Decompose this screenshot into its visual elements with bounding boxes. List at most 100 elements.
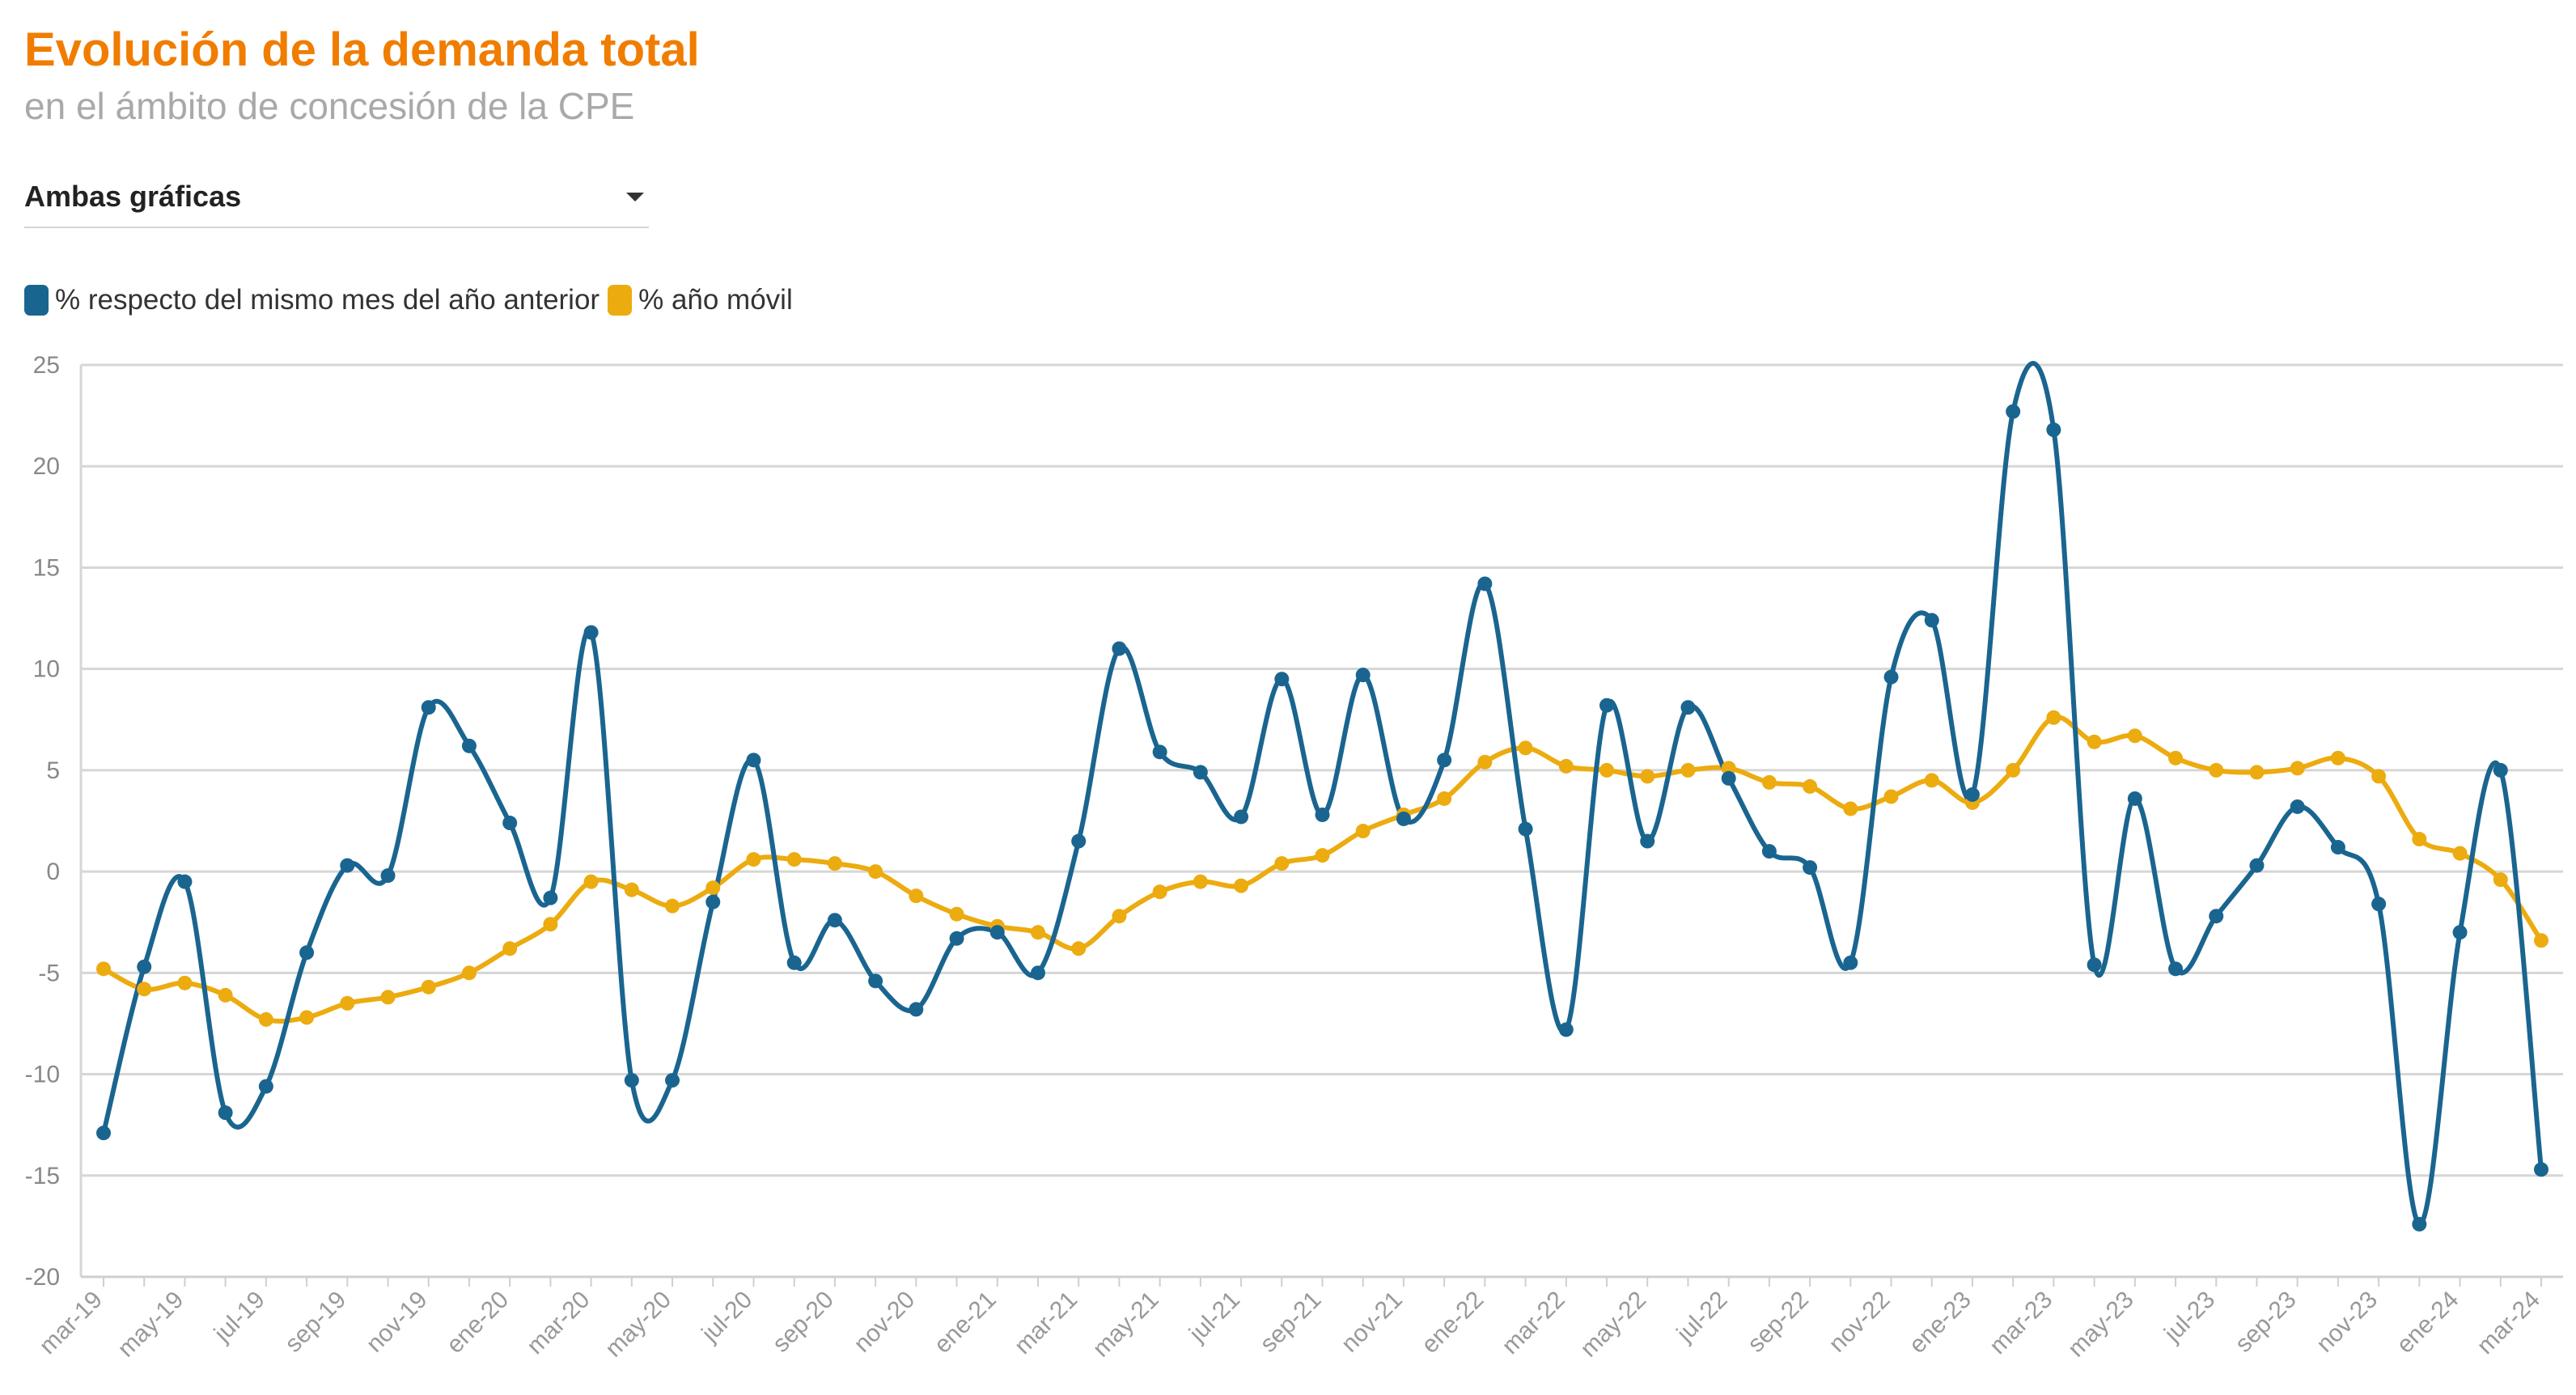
data-point-rolling-may-23[interactable] [2127, 728, 2142, 744]
data-point-rolling-abr-22[interactable] [1599, 762, 1615, 778]
data-point-yoy-mar-24[interactable] [2534, 1162, 2548, 1177]
data-point-yoy-feb-23[interactable] [2006, 404, 2021, 419]
data-point-rolling-sep-19[interactable] [340, 995, 355, 1011]
data-point-rolling-dic-21[interactable] [1437, 791, 1452, 806]
data-point-rolling-may-22[interactable] [1640, 769, 1655, 784]
data-point-yoy-sep-19[interactable] [340, 858, 355, 873]
data-point-rolling-feb-23[interactable] [2006, 762, 2021, 778]
data-point-rolling-mar-20[interactable] [583, 874, 599, 889]
data-point-yoy-sep-20[interactable] [827, 913, 842, 928]
data-point-yoy-mar-22[interactable] [1558, 1022, 1574, 1037]
data-point-rolling-sep-20[interactable] [827, 856, 842, 871]
data-point-yoy-dic-20[interactable] [949, 931, 964, 946]
data-point-rolling-mar-24[interactable] [2534, 933, 2548, 948]
data-point-rolling-jun-21[interactable] [1193, 874, 1208, 889]
data-point-rolling-nov-23[interactable] [2371, 769, 2387, 784]
data-point-yoy-abr-23[interactable] [2087, 957, 2102, 973]
data-point-yoy-nov-22[interactable] [1883, 669, 1899, 685]
data-point-rolling-jun-22[interactable] [1680, 762, 1696, 778]
data-point-yoy-jun-23[interactable] [2168, 961, 2184, 977]
data-point-yoy-jul-19[interactable] [258, 1079, 273, 1094]
data-point-rolling-may-19[interactable] [177, 975, 193, 990]
data-point-yoy-nov-20[interactable] [909, 1002, 924, 1017]
data-point-yoy-may-19[interactable] [177, 874, 193, 889]
data-point-rolling-jul-22[interactable] [1721, 761, 1736, 776]
chart-view-dropdown[interactable]: Ambas gráficas [24, 172, 649, 228]
legend-item-yoy[interactable]: % respecto del mismo mes del año anterio… [24, 284, 600, 316]
data-point-yoy-ene-20[interactable] [502, 816, 518, 831]
data-point-yoy-dic-22[interactable] [1924, 613, 1939, 628]
data-point-yoy-jun-21[interactable] [1193, 765, 1208, 780]
data-point-rolling-jun-20[interactable] [705, 880, 721, 896]
data-point-rolling-oct-20[interactable] [868, 864, 883, 880]
data-point-yoy-oct-20[interactable] [868, 973, 883, 989]
data-point-rolling-jun-19[interactable] [218, 987, 233, 1003]
data-point-yoy-feb-22[interactable] [1518, 821, 1533, 837]
data-point-yoy-ago-19[interactable] [299, 945, 315, 960]
data-point-rolling-mar-19[interactable] [96, 961, 111, 977]
data-point-yoy-nov-21[interactable] [1396, 811, 1411, 826]
data-point-rolling-mar-23[interactable] [2046, 710, 2061, 725]
data-point-yoy-jun-22[interactable] [1680, 700, 1696, 715]
data-point-yoy-sep-23[interactable] [2290, 799, 2305, 814]
data-point-yoy-mar-23[interactable] [2046, 422, 2061, 438]
data-point-yoy-jun-20[interactable] [705, 894, 721, 910]
data-point-rolling-sep-21[interactable] [1315, 848, 1330, 863]
data-point-rolling-sep-22[interactable] [1803, 778, 1818, 794]
data-point-yoy-sep-21[interactable] [1315, 807, 1330, 822]
data-point-rolling-jul-20[interactable] [746, 852, 761, 867]
data-point-yoy-mar-20[interactable] [583, 625, 599, 640]
data-point-yoy-ago-20[interactable] [786, 955, 802, 970]
data-point-rolling-ene-24[interactable] [2452, 846, 2468, 861]
data-point-rolling-oct-21[interactable] [1355, 824, 1371, 839]
data-point-yoy-nov-19[interactable] [421, 700, 436, 715]
data-point-rolling-abr-23[interactable] [2087, 734, 2102, 749]
data-point-rolling-ago-20[interactable] [786, 852, 802, 867]
data-point-rolling-jun-23[interactable] [2168, 750, 2184, 765]
data-point-yoy-abr-20[interactable] [624, 1073, 639, 1088]
data-point-yoy-may-21[interactable] [1152, 744, 1167, 760]
data-point-yoy-nov-23[interactable] [2371, 897, 2387, 912]
data-point-rolling-abr-21[interactable] [1112, 909, 1127, 924]
data-point-rolling-dic-20[interactable] [949, 906, 964, 922]
data-point-yoy-ago-23[interactable] [2249, 858, 2265, 873]
legend-item-rolling[interactable]: % año móvil [608, 284, 793, 316]
data-point-yoy-abr-21[interactable] [1112, 641, 1127, 656]
data-point-yoy-sep-22[interactable] [1803, 860, 1818, 876]
data-point-rolling-oct-19[interactable] [380, 990, 396, 1005]
data-point-rolling-abr-20[interactable] [624, 882, 639, 897]
data-point-rolling-feb-22[interactable] [1518, 740, 1533, 756]
data-point-yoy-abr-22[interactable] [1599, 698, 1615, 713]
data-point-yoy-jul-21[interactable] [1234, 809, 1249, 825]
data-point-yoy-oct-19[interactable] [380, 868, 396, 884]
data-point-yoy-jul-22[interactable] [1721, 770, 1736, 786]
data-point-rolling-feb-21[interactable] [1030, 925, 1045, 940]
data-point-yoy-ene-24[interactable] [2452, 925, 2468, 940]
data-point-rolling-ene-20[interactable] [502, 941, 518, 956]
data-point-rolling-sep-23[interactable] [2290, 761, 2305, 776]
data-point-rolling-dic-19[interactable] [461, 965, 477, 981]
data-point-rolling-ago-21[interactable] [1274, 856, 1290, 871]
data-point-rolling-feb-24[interactable] [2493, 872, 2508, 888]
data-point-yoy-may-20[interactable] [665, 1073, 680, 1088]
data-point-yoy-jul-20[interactable] [746, 753, 761, 768]
data-point-yoy-may-23[interactable] [2127, 791, 2142, 806]
data-point-rolling-oct-22[interactable] [1843, 801, 1858, 816]
data-point-rolling-may-21[interactable] [1152, 884, 1167, 900]
data-point-rolling-dic-23[interactable] [2412, 832, 2427, 847]
data-point-rolling-ago-19[interactable] [299, 1010, 315, 1025]
data-point-rolling-feb-20[interactable] [543, 917, 558, 932]
data-point-yoy-ago-21[interactable] [1274, 672, 1290, 687]
data-point-yoy-dic-19[interactable] [461, 738, 477, 753]
data-point-yoy-oct-22[interactable] [1843, 955, 1858, 970]
data-point-rolling-jul-21[interactable] [1234, 878, 1249, 893]
data-point-yoy-oct-21[interactable] [1355, 668, 1371, 683]
data-point-rolling-nov-20[interactable] [909, 888, 924, 904]
data-point-yoy-feb-21[interactable] [1030, 965, 1045, 981]
data-point-rolling-dic-22[interactable] [1924, 773, 1939, 788]
data-point-yoy-abr-19[interactable] [137, 959, 152, 974]
data-point-yoy-ago-22[interactable] [1761, 844, 1777, 859]
data-point-rolling-ago-22[interactable] [1761, 774, 1777, 790]
data-point-rolling-nov-19[interactable] [421, 979, 436, 994]
data-point-rolling-ene-22[interactable] [1477, 754, 1493, 770]
